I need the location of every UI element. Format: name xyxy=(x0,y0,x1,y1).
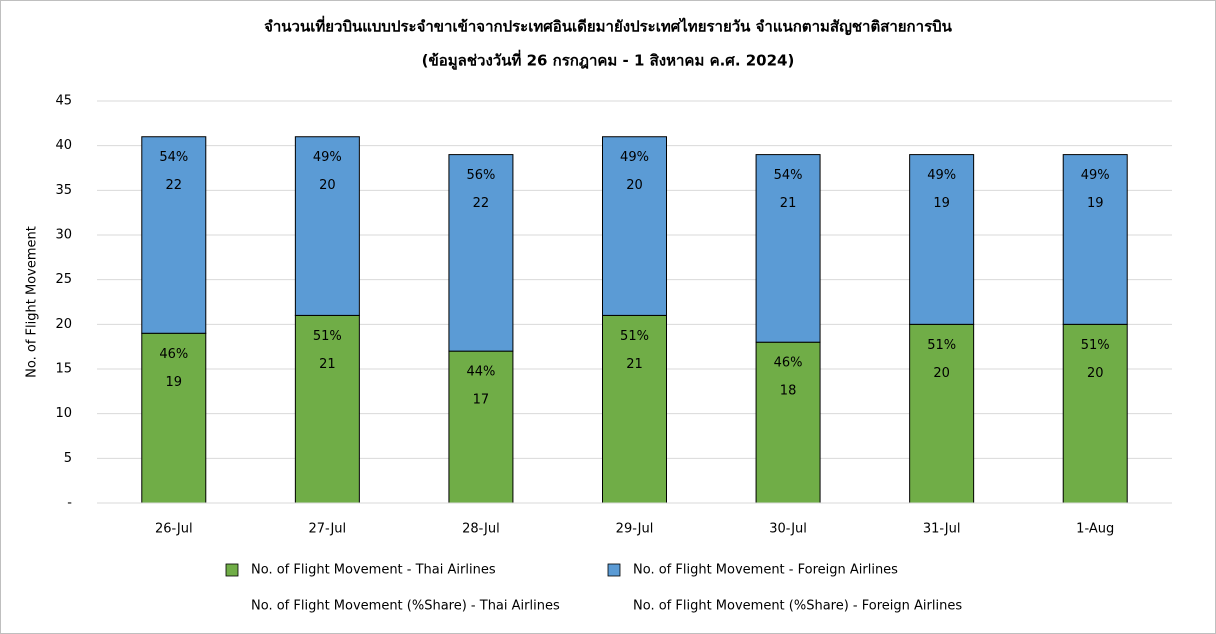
percent-label: 49% xyxy=(620,150,649,165)
value-label: 19 xyxy=(1087,196,1104,211)
percent-label: 56% xyxy=(466,168,495,183)
x-tick-label: 31-Jul xyxy=(923,522,961,537)
legend-swatch xyxy=(607,563,621,577)
chart-title: จำนวนเที่ยวบินแบบประจำขาเข้าจากประเทศอิน… xyxy=(264,16,953,36)
y-tick-label: 10 xyxy=(55,406,72,421)
percent-label: 51% xyxy=(1081,338,1110,353)
legend-label: No. of Flight Movement - Thai Airlines xyxy=(251,563,496,578)
bar-segment xyxy=(602,136,667,316)
percent-label: 51% xyxy=(927,338,956,353)
chart-subtitle: (ข้อมูลช่วงวันที่ 26 กรกฎาคม - 1 สิงหาคม… xyxy=(422,50,795,71)
y-tick-label: 20 xyxy=(55,317,72,332)
percent-label: 51% xyxy=(313,329,342,344)
percent-label: 49% xyxy=(1081,168,1110,183)
legend-swatch xyxy=(225,563,239,577)
y-tick-label: 35 xyxy=(55,183,72,198)
value-label: 20 xyxy=(1087,366,1104,381)
percent-label: 51% xyxy=(620,329,649,344)
percent-label: 46% xyxy=(774,356,803,371)
bar-segment xyxy=(1062,323,1128,504)
y-axis-label: No. of Flight Movement xyxy=(25,226,40,378)
value-label: 20 xyxy=(319,178,336,193)
value-label: 19 xyxy=(933,196,950,211)
bar-segment xyxy=(294,136,360,316)
y-tick-label: 40 xyxy=(55,138,72,153)
percent-label: 46% xyxy=(159,347,188,362)
y-tick-label: 25 xyxy=(55,272,72,287)
x-tick-label: 1-Aug xyxy=(1076,522,1114,537)
value-label: 21 xyxy=(319,357,336,372)
legend-label: No. of Flight Movement - Foreign Airline… xyxy=(633,563,898,578)
bar-segment xyxy=(755,154,821,343)
legend-label: No. of Flight Movement (%Share) - Thai A… xyxy=(251,599,560,614)
x-tick-label: 26-Jul xyxy=(155,522,193,537)
bar-segment xyxy=(1062,154,1128,325)
percent-label: 49% xyxy=(927,168,956,183)
value-label: 17 xyxy=(473,393,490,408)
bar-segment xyxy=(141,136,207,334)
y-tick-label: 15 xyxy=(55,362,72,377)
legend-label: No. of Flight Movement (%Share) - Foreig… xyxy=(633,599,962,614)
y-tick-label: 5 xyxy=(64,451,72,466)
bar-segment xyxy=(909,154,975,325)
value-label: 22 xyxy=(166,178,183,193)
x-tick-label: 30-Jul xyxy=(769,522,807,537)
bar-segment xyxy=(448,350,514,504)
bar-segment xyxy=(448,154,514,352)
percent-label: 49% xyxy=(313,150,342,165)
y-tick-label: - xyxy=(67,496,72,511)
bar-segment xyxy=(909,323,975,504)
percent-label: 54% xyxy=(159,150,188,165)
y-tick-label: 30 xyxy=(55,228,72,243)
x-tick-label: 29-Jul xyxy=(616,522,654,537)
value-label: 21 xyxy=(626,357,643,372)
bar-segment xyxy=(755,341,821,504)
value-label: 20 xyxy=(626,178,643,193)
percent-label: 54% xyxy=(774,168,803,183)
x-tick-label: 27-Jul xyxy=(309,522,347,537)
value-label: 19 xyxy=(166,375,183,390)
value-label: 22 xyxy=(473,196,490,211)
y-tick-label: 45 xyxy=(55,94,72,109)
value-label: 18 xyxy=(780,384,797,399)
bar-segment xyxy=(602,314,667,504)
bar-segment xyxy=(141,332,207,504)
x-tick-label: 28-Jul xyxy=(462,522,500,537)
value-label: 21 xyxy=(780,196,797,211)
percent-label: 44% xyxy=(466,365,495,380)
value-label: 20 xyxy=(933,366,950,381)
